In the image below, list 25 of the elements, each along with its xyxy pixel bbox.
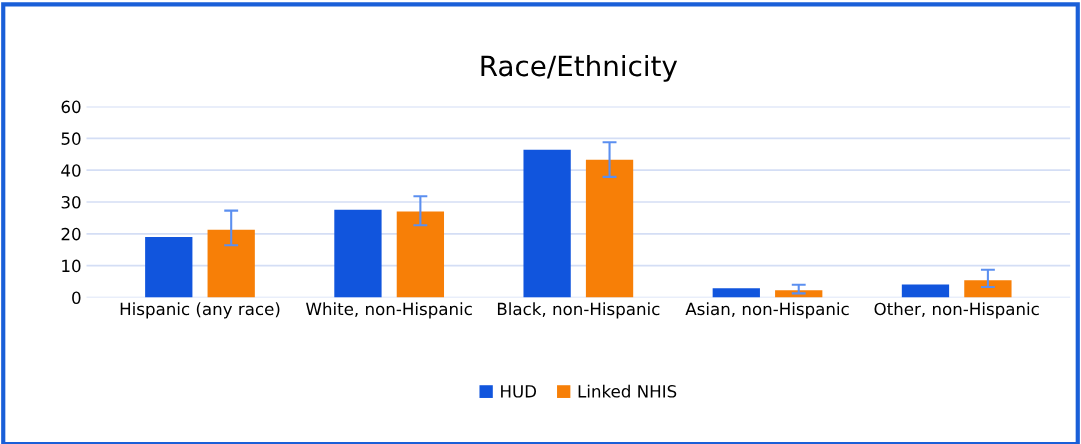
x-tick-label: White, non-Hispanic [306, 302, 472, 319]
y-tick-label: 40 [61, 164, 81, 177]
legend-label: HUD [501, 385, 537, 398]
chart-title: Race/Ethnicity [481, 54, 678, 82]
y-tick-label: 10 [62, 259, 81, 273]
bar [712, 288, 760, 298]
y-tick-label: 50 [61, 132, 81, 145]
y-tick-label: 0 [72, 291, 81, 305]
y-tick-label: 20 [61, 227, 81, 241]
bar [523, 149, 571, 298]
x-tick-label: Other, non-Hispanic [874, 302, 1039, 319]
bar [207, 229, 255, 298]
bar [585, 159, 634, 298]
bar [334, 209, 382, 298]
bar [396, 211, 445, 298]
x-tick-label: Hispanic (any race) [120, 302, 280, 319]
bar [145, 237, 193, 298]
x-tick-label: Black, non-Hispanic [497, 302, 660, 319]
legend-label: Linked NHIS [578, 384, 677, 398]
y-tick-label: 30 [61, 195, 81, 209]
bar [901, 284, 950, 298]
bar [964, 280, 1012, 298]
bar [775, 290, 823, 298]
y-tick-label: 60 [61, 100, 81, 114]
x-tick-label: Asian, non-Hispanic [685, 302, 849, 319]
